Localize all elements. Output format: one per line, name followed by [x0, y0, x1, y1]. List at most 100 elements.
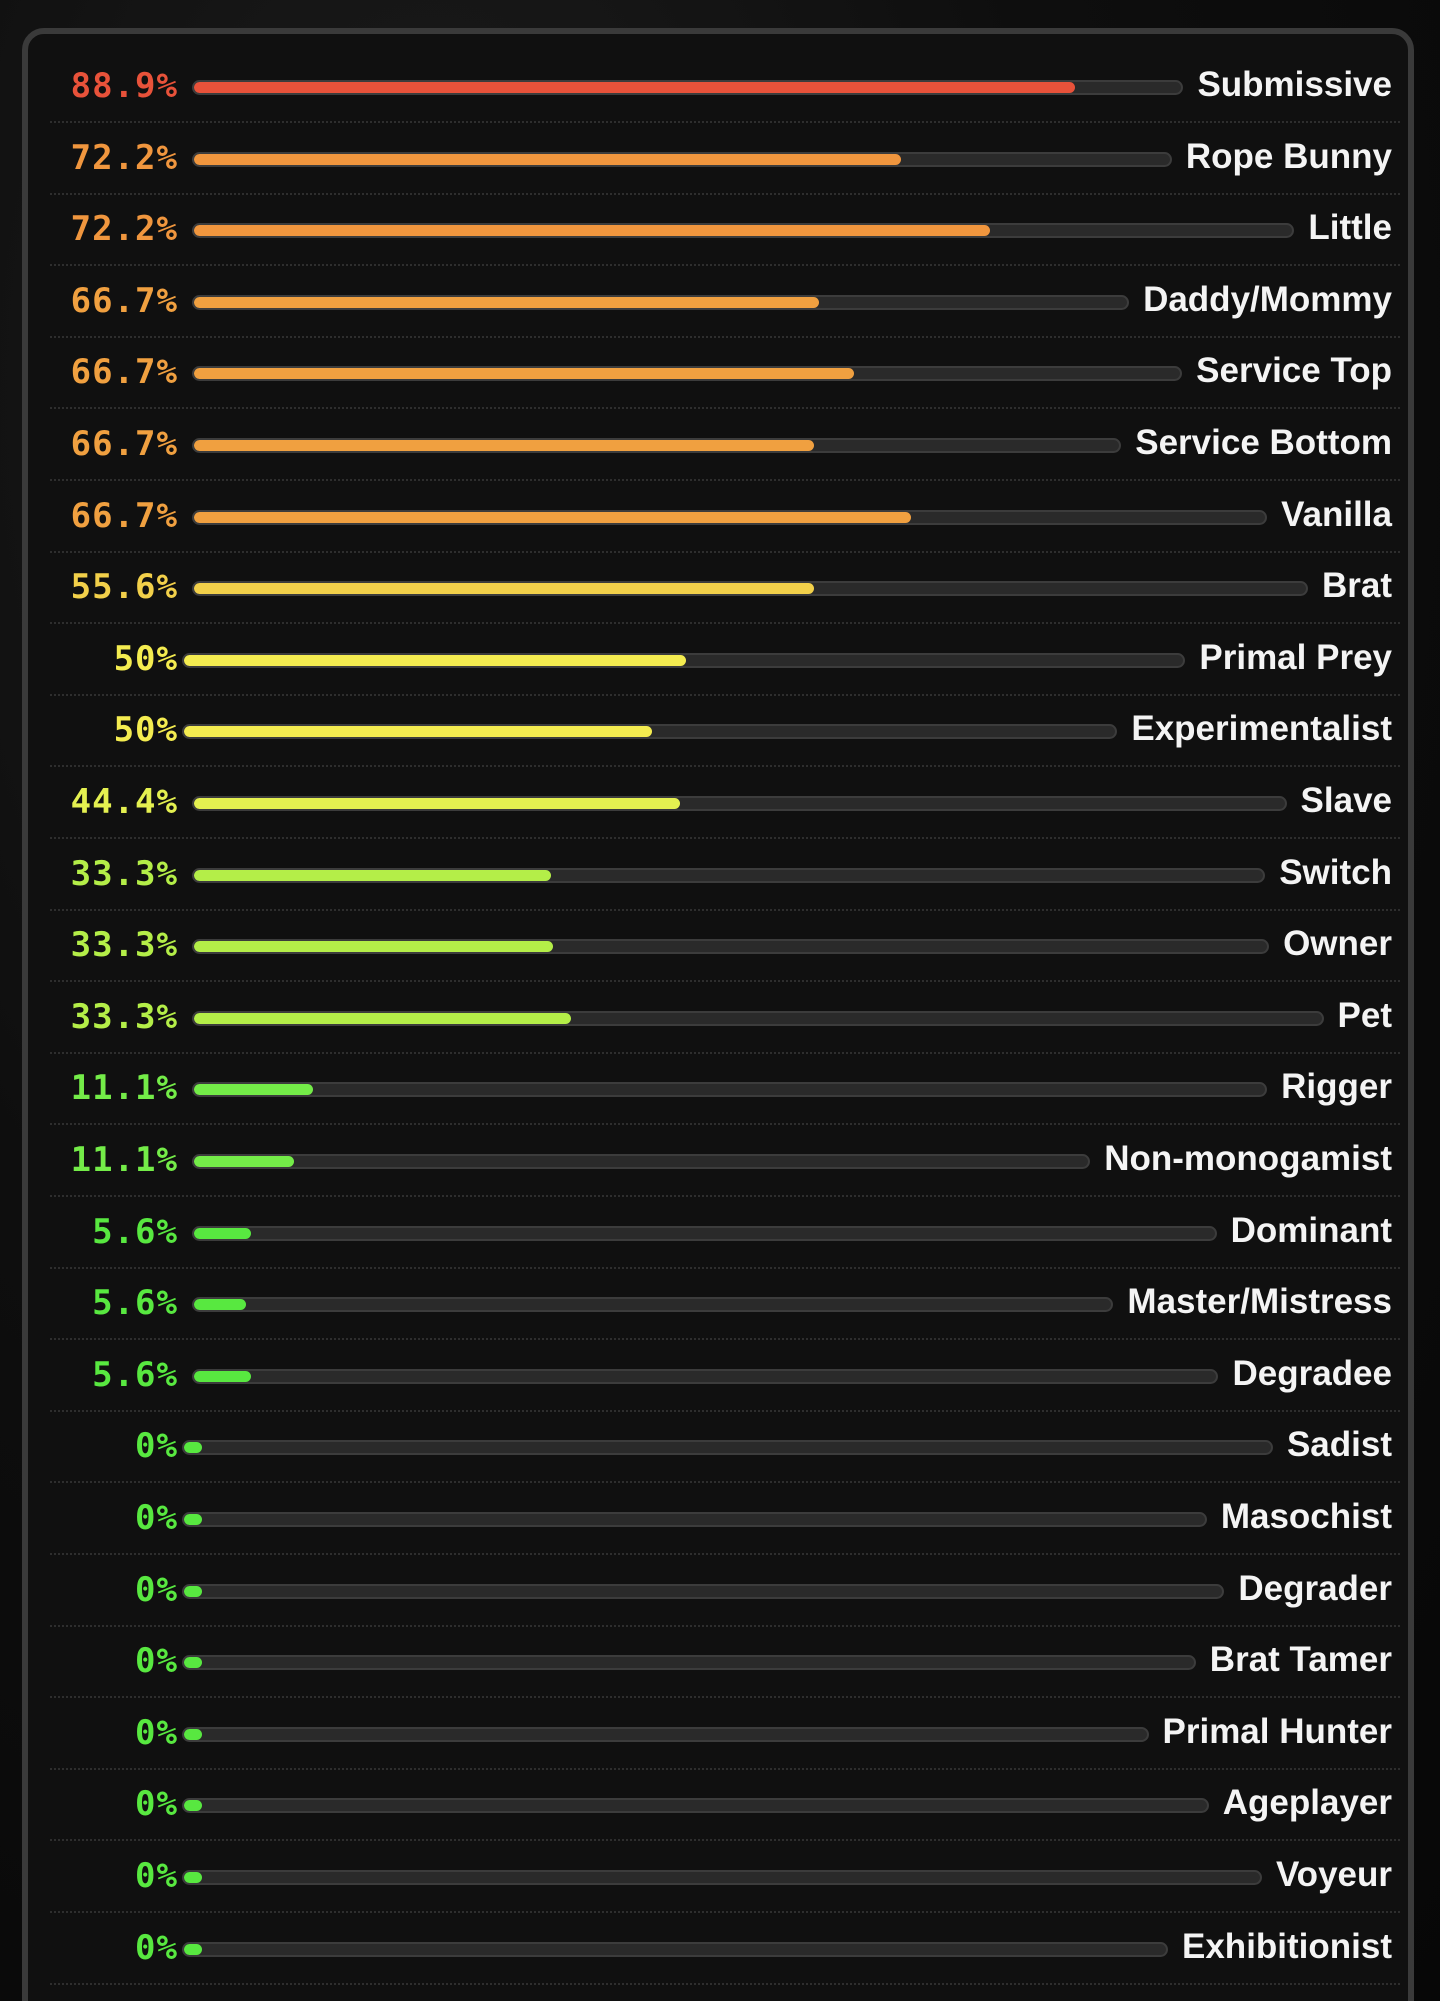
result-row: 33.3% Pet [28, 981, 1408, 1054]
row-divider [50, 1266, 1400, 1269]
bar-fill [184, 1442, 202, 1454]
bar-fill [194, 82, 1076, 93]
result-row: 72.2% Little [28, 193, 1408, 267]
category-label: Slave [1300, 781, 1392, 820]
row-divider [50, 1696, 1400, 1699]
bar-fill [194, 153, 902, 165]
bar-fill [184, 1657, 202, 1669]
result-row: 0% Masochist [28, 1482, 1408, 1555]
row-divider [50, 765, 1400, 768]
value-label: 11.1% [70, 1140, 178, 1180]
category-label: Degrader [1238, 1568, 1392, 1608]
result-row: 44.4% Slave [28, 766, 1408, 839]
category-label: Brat [1321, 566, 1392, 606]
value-label: 33.3% [70, 925, 178, 966]
result-row: 5.6% Master/Mistress [28, 1267, 1408, 1341]
row-divider [50, 121, 1400, 123]
row-divider [50, 980, 1400, 983]
category-label: Primal Hunter [1162, 1711, 1393, 1751]
bar-fill [194, 1084, 314, 1096]
bar-fill [194, 296, 820, 308]
row-divider [50, 1553, 1400, 1555]
result-row: 0% Brat Tamer [28, 1625, 1408, 1699]
value-label: 72.2% [70, 137, 178, 178]
category-label: Pet [1337, 995, 1392, 1035]
result-row: 66.7% Vanilla [28, 480, 1408, 553]
row-divider [50, 693, 1400, 696]
row-divider [50, 264, 1400, 267]
bar-fill [194, 869, 552, 881]
value-label: 0% [135, 1712, 178, 1753]
bar-track [182, 1512, 1207, 1527]
row-divider [50, 1982, 1400, 1985]
bar-track [182, 1655, 1196, 1671]
bar-fill [194, 368, 855, 380]
bar-track [192, 1010, 1324, 1026]
row-divider [50, 1123, 1400, 1126]
row-divider [50, 1481, 1400, 1484]
bar-fill [194, 511, 912, 523]
result-row: 11.1% Rigger [28, 1052, 1408, 1126]
bar-track [182, 1798, 1209, 1814]
value-label: 66.7% [70, 424, 178, 464]
value-label: 33.3% [70, 853, 178, 894]
value-label: 55.6% [70, 567, 178, 608]
bar-fill [194, 1299, 246, 1311]
row-divider [50, 1767, 1400, 1770]
bar-track [182, 652, 1186, 668]
result-row: 0% Voyeur [28, 1840, 1408, 1913]
result-row: 66.7% Service Top [28, 336, 1408, 410]
result-row: 50% Experimentalist [28, 694, 1408, 768]
category-label: Primal Prey [1199, 637, 1392, 677]
row-divider [50, 837, 1400, 839]
category-label: Daddy/Mommy [1143, 279, 1392, 319]
result-row: 0% Sadist [28, 1410, 1408, 1484]
bar-fill [184, 1728, 202, 1740]
value-label: 5.6% [92, 1283, 178, 1324]
value-label: 50% [113, 710, 178, 751]
bar-track [192, 1082, 1268, 1098]
row-divider [50, 1338, 1400, 1341]
bar-fill [194, 1012, 571, 1024]
bar-fill [184, 1585, 202, 1597]
bar-track [192, 1297, 1114, 1313]
category-label: Owner [1283, 924, 1392, 964]
row-divider [50, 407, 1400, 410]
result-row: 33.3% Switch [28, 838, 1408, 911]
bar-fill [184, 1872, 202, 1883]
value-label: 11.1% [70, 1068, 178, 1109]
category-label: Vanilla [1281, 494, 1392, 534]
row-divider [50, 550, 1400, 553]
bar-track [192, 438, 1122, 453]
result-row: 66.7% Service Bottom [28, 408, 1408, 481]
bar-track [192, 867, 1266, 883]
row-divider [50, 622, 1400, 625]
bar-fill [194, 941, 553, 953]
category-label: Voyeur [1275, 1855, 1392, 1894]
bar-track [192, 1368, 1219, 1384]
result-row: 0% Degrader [28, 1554, 1408, 1627]
value-label: 0% [135, 1498, 178, 1538]
value-label: 66.7% [70, 280, 178, 321]
value-label: 5.6% [92, 1354, 178, 1395]
result-row: 0% Ageplayer [28, 1768, 1408, 1842]
value-label: 0% [135, 1426, 178, 1467]
category-label: Experimentalist [1131, 709, 1392, 749]
row-divider [50, 1624, 1400, 1627]
value-label: 66.7% [70, 352, 178, 393]
row-divider [50, 908, 1400, 911]
row-divider [50, 1409, 1400, 1412]
bar-track [192, 939, 1270, 955]
bar-fill [184, 654, 686, 666]
bar-track [192, 151, 1172, 167]
value-label: 0% [135, 1856, 178, 1896]
category-label: Rope Bunny [1185, 136, 1392, 176]
bar-fill [194, 1156, 294, 1167]
bar-track [192, 581, 1308, 597]
bar-track [192, 80, 1184, 95]
results-panel: 88.9% Submissive 72.2% Rope Bunny 72.2% Littl… [22, 28, 1414, 2001]
category-label: Dominant [1230, 1210, 1392, 1250]
value-label: 72.2% [70, 209, 178, 250]
row-divider [50, 1051, 1400, 1054]
value-label: 88.9% [70, 66, 178, 106]
